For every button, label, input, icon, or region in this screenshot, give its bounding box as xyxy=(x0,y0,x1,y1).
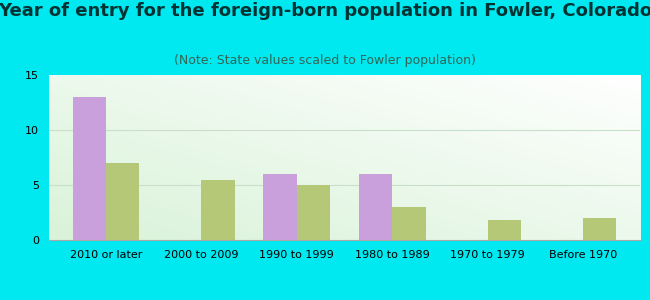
Bar xyxy=(297,185,330,240)
Bar xyxy=(488,220,521,240)
Bar xyxy=(73,97,106,240)
Bar xyxy=(583,218,616,240)
Bar xyxy=(359,174,392,240)
Bar xyxy=(392,207,426,240)
Bar xyxy=(106,163,139,240)
Text: (Note: State values scaled to Fowler population): (Note: State values scaled to Fowler pop… xyxy=(174,54,476,67)
Bar xyxy=(263,174,297,240)
Text: Year of entry for the foreign-born population in Fowler, Colorado: Year of entry for the foreign-born popul… xyxy=(0,2,650,20)
Bar xyxy=(202,179,235,240)
